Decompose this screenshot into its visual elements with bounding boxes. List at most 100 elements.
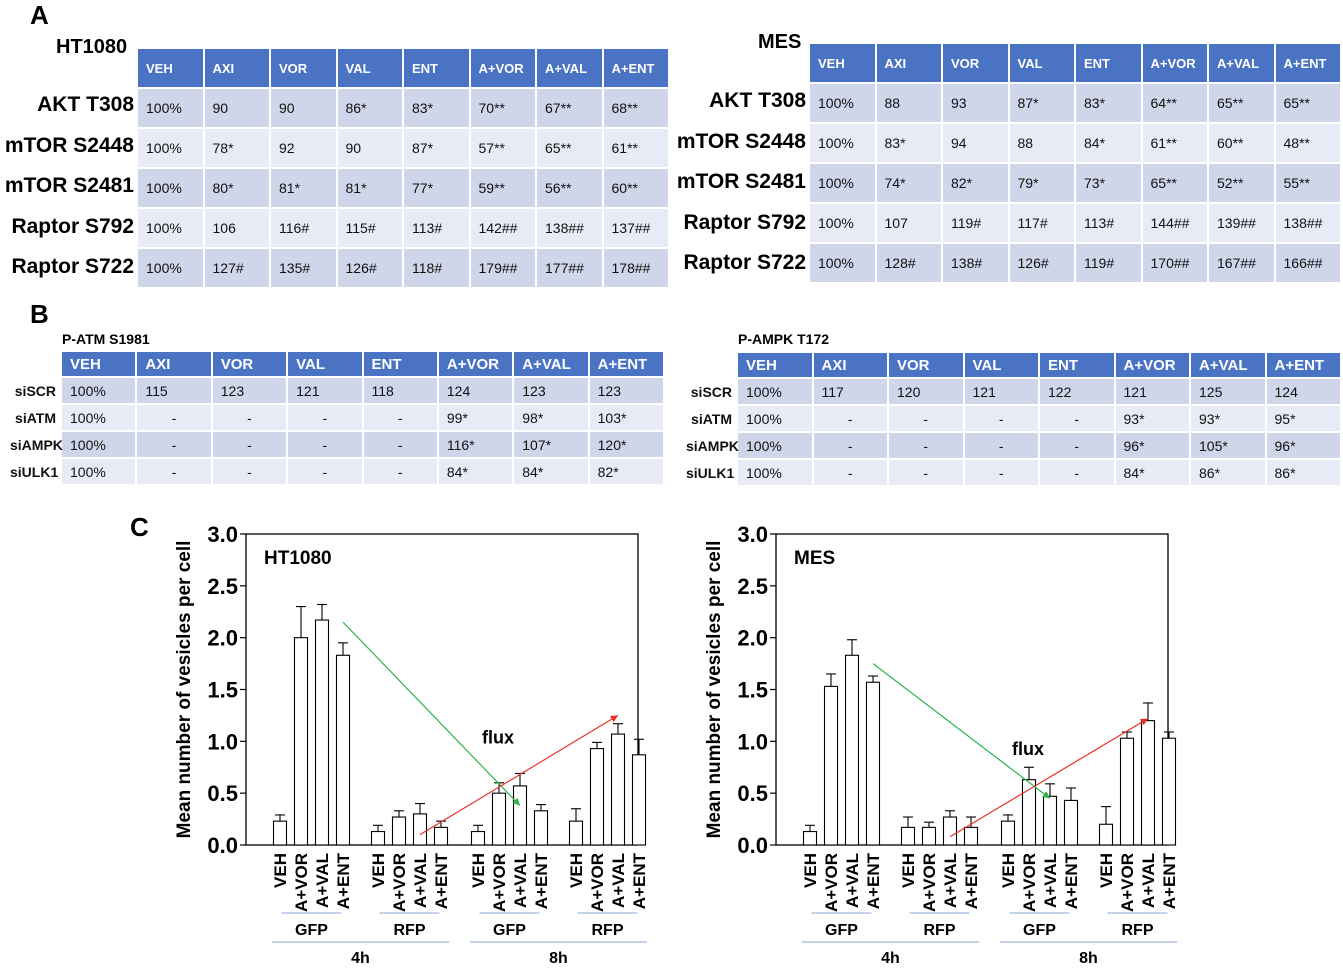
panel-letter-a: A bbox=[30, 0, 49, 30]
table-cell: 48** bbox=[1275, 124, 1340, 162]
table-a1-header-0: VEH bbox=[138, 49, 203, 87]
table-cell: 98* bbox=[514, 405, 588, 430]
table-a2-title: MES bbox=[758, 31, 802, 53]
row-label: siAMPK bbox=[2, 432, 63, 457]
table-cell: 115# bbox=[337, 209, 402, 247]
table-cell: - bbox=[288, 405, 362, 430]
chart-ht1080: 0.0 0.5 1.0 1.5 2.0 2.5 3.0 Mean number of vesi… bbox=[174, 522, 649, 967]
x-tick-label: A+VAL bbox=[411, 853, 430, 908]
table-b2-title: P-AMPK T172 bbox=[738, 331, 830, 347]
table-cell: 138## bbox=[1275, 204, 1340, 242]
table-cell: - bbox=[212, 459, 287, 484]
bar bbox=[370, 830, 386, 846]
table-cell: - bbox=[288, 432, 362, 457]
row-label: siAMPK bbox=[678, 433, 739, 458]
table-cell: 127# bbox=[204, 249, 269, 287]
table-cell: 79* bbox=[1009, 164, 1074, 202]
group-label: GFP bbox=[825, 922, 858, 939]
bar bbox=[1098, 823, 1114, 846]
x-tick-label: VEH bbox=[801, 853, 820, 888]
table-cell: - bbox=[212, 405, 287, 430]
bar bbox=[568, 820, 584, 846]
table-b2-header-7: A+ENT bbox=[1266, 353, 1340, 377]
table-cell: 84* bbox=[514, 459, 588, 484]
bar bbox=[314, 619, 330, 846]
x-tick-label: A+ENT bbox=[532, 852, 551, 909]
table-cell: 100% bbox=[62, 378, 136, 403]
table-cell: 135# bbox=[271, 249, 336, 287]
table-b2-header-0: VEH bbox=[738, 353, 812, 377]
table-cell: 125 bbox=[1191, 379, 1265, 404]
x-tick-label: A+ENT bbox=[630, 852, 649, 909]
bar bbox=[921, 826, 937, 846]
bar bbox=[823, 685, 839, 846]
table-cell: 83* bbox=[876, 124, 941, 162]
table-cell: - bbox=[363, 432, 437, 457]
table-cell: 74* bbox=[876, 164, 941, 202]
table-cell: 100% bbox=[62, 432, 136, 457]
table-cell: - bbox=[889, 460, 963, 485]
bar bbox=[433, 826, 449, 846]
table-a1-header-7: A+ENT bbox=[603, 49, 668, 87]
table-b2-header-2: VOR bbox=[889, 353, 963, 377]
table-cell: 115 bbox=[137, 378, 211, 403]
table-row: 100% 74* 82* 79* 73* 65** 52** 55** bbox=[810, 164, 1340, 202]
x-tick-label: A+VAL bbox=[313, 853, 332, 908]
table-a2-header-3: VAL bbox=[1009, 44, 1074, 82]
table-cell: 83* bbox=[1076, 84, 1141, 122]
y-tick-label: 0.5 bbox=[207, 781, 238, 806]
table-b1-header-1: AXI bbox=[137, 352, 211, 376]
bar bbox=[1000, 820, 1016, 846]
row-label: siATM bbox=[678, 406, 736, 431]
table-a1-header-3: VAL bbox=[337, 49, 402, 87]
table-cell: 59** bbox=[470, 169, 535, 207]
x-tick-label: A+VOR bbox=[490, 853, 509, 912]
table-cell: 100% bbox=[810, 84, 875, 122]
table-cell: - bbox=[363, 405, 437, 430]
table-row: siAMPK 100% - - - -96* 105* 96* bbox=[678, 433, 1340, 458]
table-cell: 120* bbox=[589, 432, 663, 457]
table-cell: 81* bbox=[271, 169, 336, 207]
bar bbox=[1161, 737, 1177, 846]
row-label: siATM bbox=[2, 405, 60, 430]
x-tick-label: A+VOR bbox=[390, 853, 409, 912]
y-tick-label: 1.0 bbox=[737, 729, 768, 754]
x-tick-label: A+VOR bbox=[588, 853, 607, 912]
x-tick-label: A+ENT bbox=[334, 852, 353, 909]
flux-annotation: flux bbox=[1012, 739, 1044, 759]
bar bbox=[610, 733, 626, 846]
table-a2-header-0: VEH bbox=[810, 44, 875, 82]
table-cell: - bbox=[889, 406, 963, 431]
table-cell: 52** bbox=[1209, 164, 1274, 202]
row-label: AKT T308 bbox=[37, 93, 134, 116]
table-cell: 100% bbox=[738, 379, 812, 404]
green-flux-arrow bbox=[872, 663, 1051, 799]
y-tick-label: 1.5 bbox=[737, 678, 768, 703]
table-cell: 106 bbox=[204, 209, 269, 247]
row-label: mTOR S2448 bbox=[676, 129, 806, 153]
bar bbox=[391, 816, 407, 846]
table-cell: 88 bbox=[876, 84, 941, 122]
table-cell: - bbox=[813, 433, 887, 458]
flux-annotation: flux bbox=[482, 727, 514, 747]
table-cell: 105* bbox=[1191, 433, 1265, 458]
table-cell: - bbox=[1040, 460, 1114, 485]
table-cell: 61** bbox=[1142, 124, 1207, 162]
bar bbox=[1042, 795, 1058, 846]
table-cell: 116* bbox=[438, 432, 513, 457]
y-tick-label: 2.5 bbox=[737, 574, 768, 599]
table-row: 100% 80* 81* 81* 77* 59** 56** 60** bbox=[138, 169, 668, 207]
table-cell: 87* bbox=[404, 129, 469, 167]
table-row: siSCR 100% 117 120 121 122 121 125 124 bbox=[678, 379, 1340, 404]
table-cell: 86* bbox=[1191, 460, 1265, 485]
row-label: Raptor S792 bbox=[11, 214, 134, 238]
table-cell: 68** bbox=[603, 89, 668, 127]
panel-letter-c: C bbox=[130, 512, 149, 542]
table-cell: 65** bbox=[1142, 164, 1207, 202]
table-a2-header-7: A+ENT bbox=[1275, 44, 1340, 82]
table-cell: 65** bbox=[537, 129, 602, 167]
row-label: AKT T308 bbox=[709, 89, 806, 112]
table-cell: 100% bbox=[138, 129, 203, 167]
table-cell: - bbox=[889, 433, 963, 458]
bar bbox=[942, 816, 958, 846]
